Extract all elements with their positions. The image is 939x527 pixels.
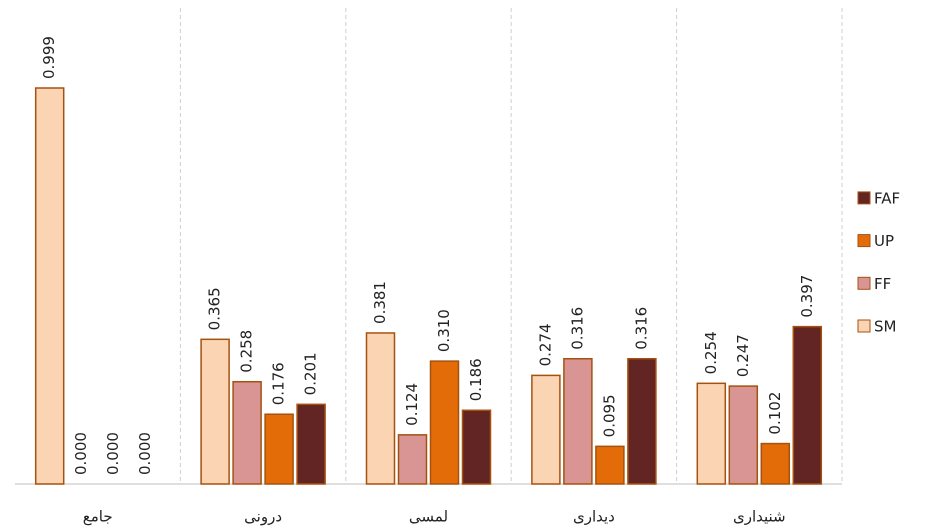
data-label: 0.000 xyxy=(72,432,90,475)
bar xyxy=(792,325,823,485)
data-label: 0.999 xyxy=(40,36,58,79)
data-label: 0.000 xyxy=(104,432,122,475)
data-label: 0.316 xyxy=(568,307,586,350)
data-label: 0.102 xyxy=(766,392,784,435)
data-label: 0.397 xyxy=(798,275,816,318)
data-label: 0.000 xyxy=(136,432,154,475)
legend-swatch xyxy=(857,319,871,333)
bar xyxy=(696,382,727,485)
x-tick-label: دیداری xyxy=(573,508,615,526)
x-tick-label: جامع xyxy=(83,508,113,526)
bar xyxy=(200,338,230,485)
data-label: 0.247 xyxy=(734,334,752,377)
data-label: 0.186 xyxy=(467,358,485,401)
data-label: 0.258 xyxy=(238,330,256,373)
bar xyxy=(728,385,759,485)
legend-label: UP xyxy=(874,232,894,250)
bar xyxy=(397,434,428,485)
data-label: 0.381 xyxy=(371,281,389,324)
bar xyxy=(531,374,561,485)
legend-swatch xyxy=(857,234,871,248)
bar xyxy=(296,403,326,485)
data-label: 0.310 xyxy=(435,309,453,352)
bar xyxy=(595,445,625,485)
bar xyxy=(760,442,791,485)
bar xyxy=(34,87,65,485)
legend-label: FF xyxy=(874,275,891,293)
legend-label: FAF xyxy=(874,189,900,207)
bar xyxy=(264,413,294,485)
data-label: 0.316 xyxy=(632,307,650,350)
x-tick-label: لمسی xyxy=(409,508,448,526)
data-label: 0.274 xyxy=(536,323,554,366)
bar xyxy=(232,380,262,485)
x-tick-label: درونی xyxy=(244,508,282,526)
data-label: 0.124 xyxy=(403,383,421,426)
legend-label: SM xyxy=(874,318,896,336)
legend-swatch xyxy=(857,276,871,290)
data-label: 0.365 xyxy=(206,287,224,330)
bar xyxy=(365,332,396,485)
bar xyxy=(627,357,657,485)
data-label: 0.176 xyxy=(270,362,288,405)
bar xyxy=(563,357,593,485)
data-label: 0.095 xyxy=(600,394,618,437)
legend-swatch xyxy=(857,191,871,205)
data-label: 0.254 xyxy=(702,331,720,374)
bar xyxy=(461,409,492,485)
x-tick-label: شنیداری xyxy=(733,508,786,526)
data-label: 0.201 xyxy=(302,352,320,395)
bar xyxy=(429,360,460,485)
